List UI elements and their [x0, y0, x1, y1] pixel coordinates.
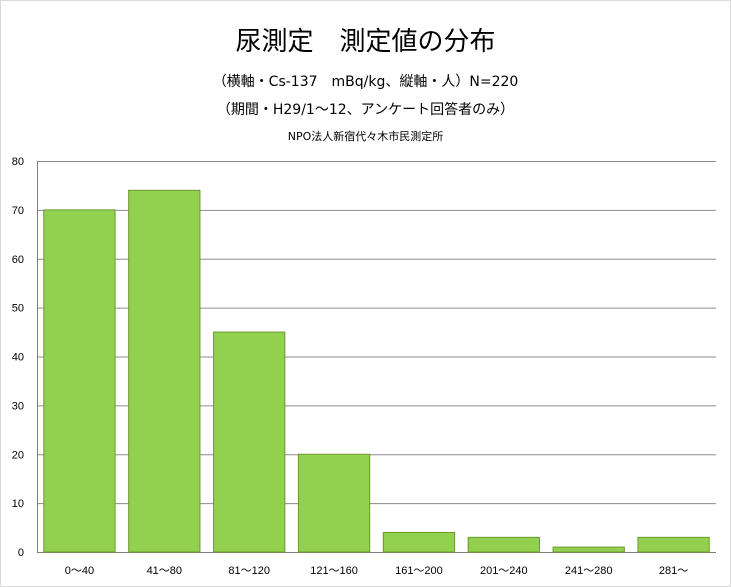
x-tick-label: 241～280 — [565, 565, 613, 577]
chart-subtitle-units: （横軸・Cs-137 mBq/kg、縦軸・人）N=220 — [212, 74, 519, 90]
bar — [637, 536, 710, 553]
x-tick-label: 81～120 — [228, 565, 270, 577]
chart-source-label: NPO法人新宿代々木市民測定所 — [287, 130, 444, 143]
y-tick-label: 80 — [12, 156, 24, 168]
y-tick-label: 0 — [18, 547, 24, 559]
bar — [467, 536, 540, 553]
x-tick-label: 121～160 — [310, 565, 358, 577]
x-tick-label: 0～40 — [65, 565, 94, 577]
bar — [297, 453, 371, 553]
bar — [128, 189, 201, 553]
bar — [382, 531, 456, 553]
y-tick-label: 10 — [12, 498, 24, 510]
bar — [43, 209, 116, 553]
bar — [552, 546, 625, 553]
x-tick-label: 161～200 — [395, 565, 443, 577]
y-tick-label: 40 — [12, 352, 24, 364]
chart-subtitle-period: （期間・H29/1～12、アンケート回答者のみ） — [216, 102, 515, 118]
y-tick-label: 20 — [12, 449, 24, 461]
x-tick-label: 41～80 — [147, 565, 182, 577]
x-tick-label: 201～240 — [480, 565, 528, 577]
bar — [213, 331, 286, 553]
chart-title: 尿測定 測定値の分布 — [235, 27, 496, 57]
y-tick-label: 60 — [12, 254, 24, 266]
x-tick-label: 281～ — [659, 565, 688, 577]
y-tick-label: 70 — [12, 205, 24, 217]
y-tick-label: 50 — [12, 303, 24, 315]
y-tick-label: 30 — [12, 400, 24, 412]
